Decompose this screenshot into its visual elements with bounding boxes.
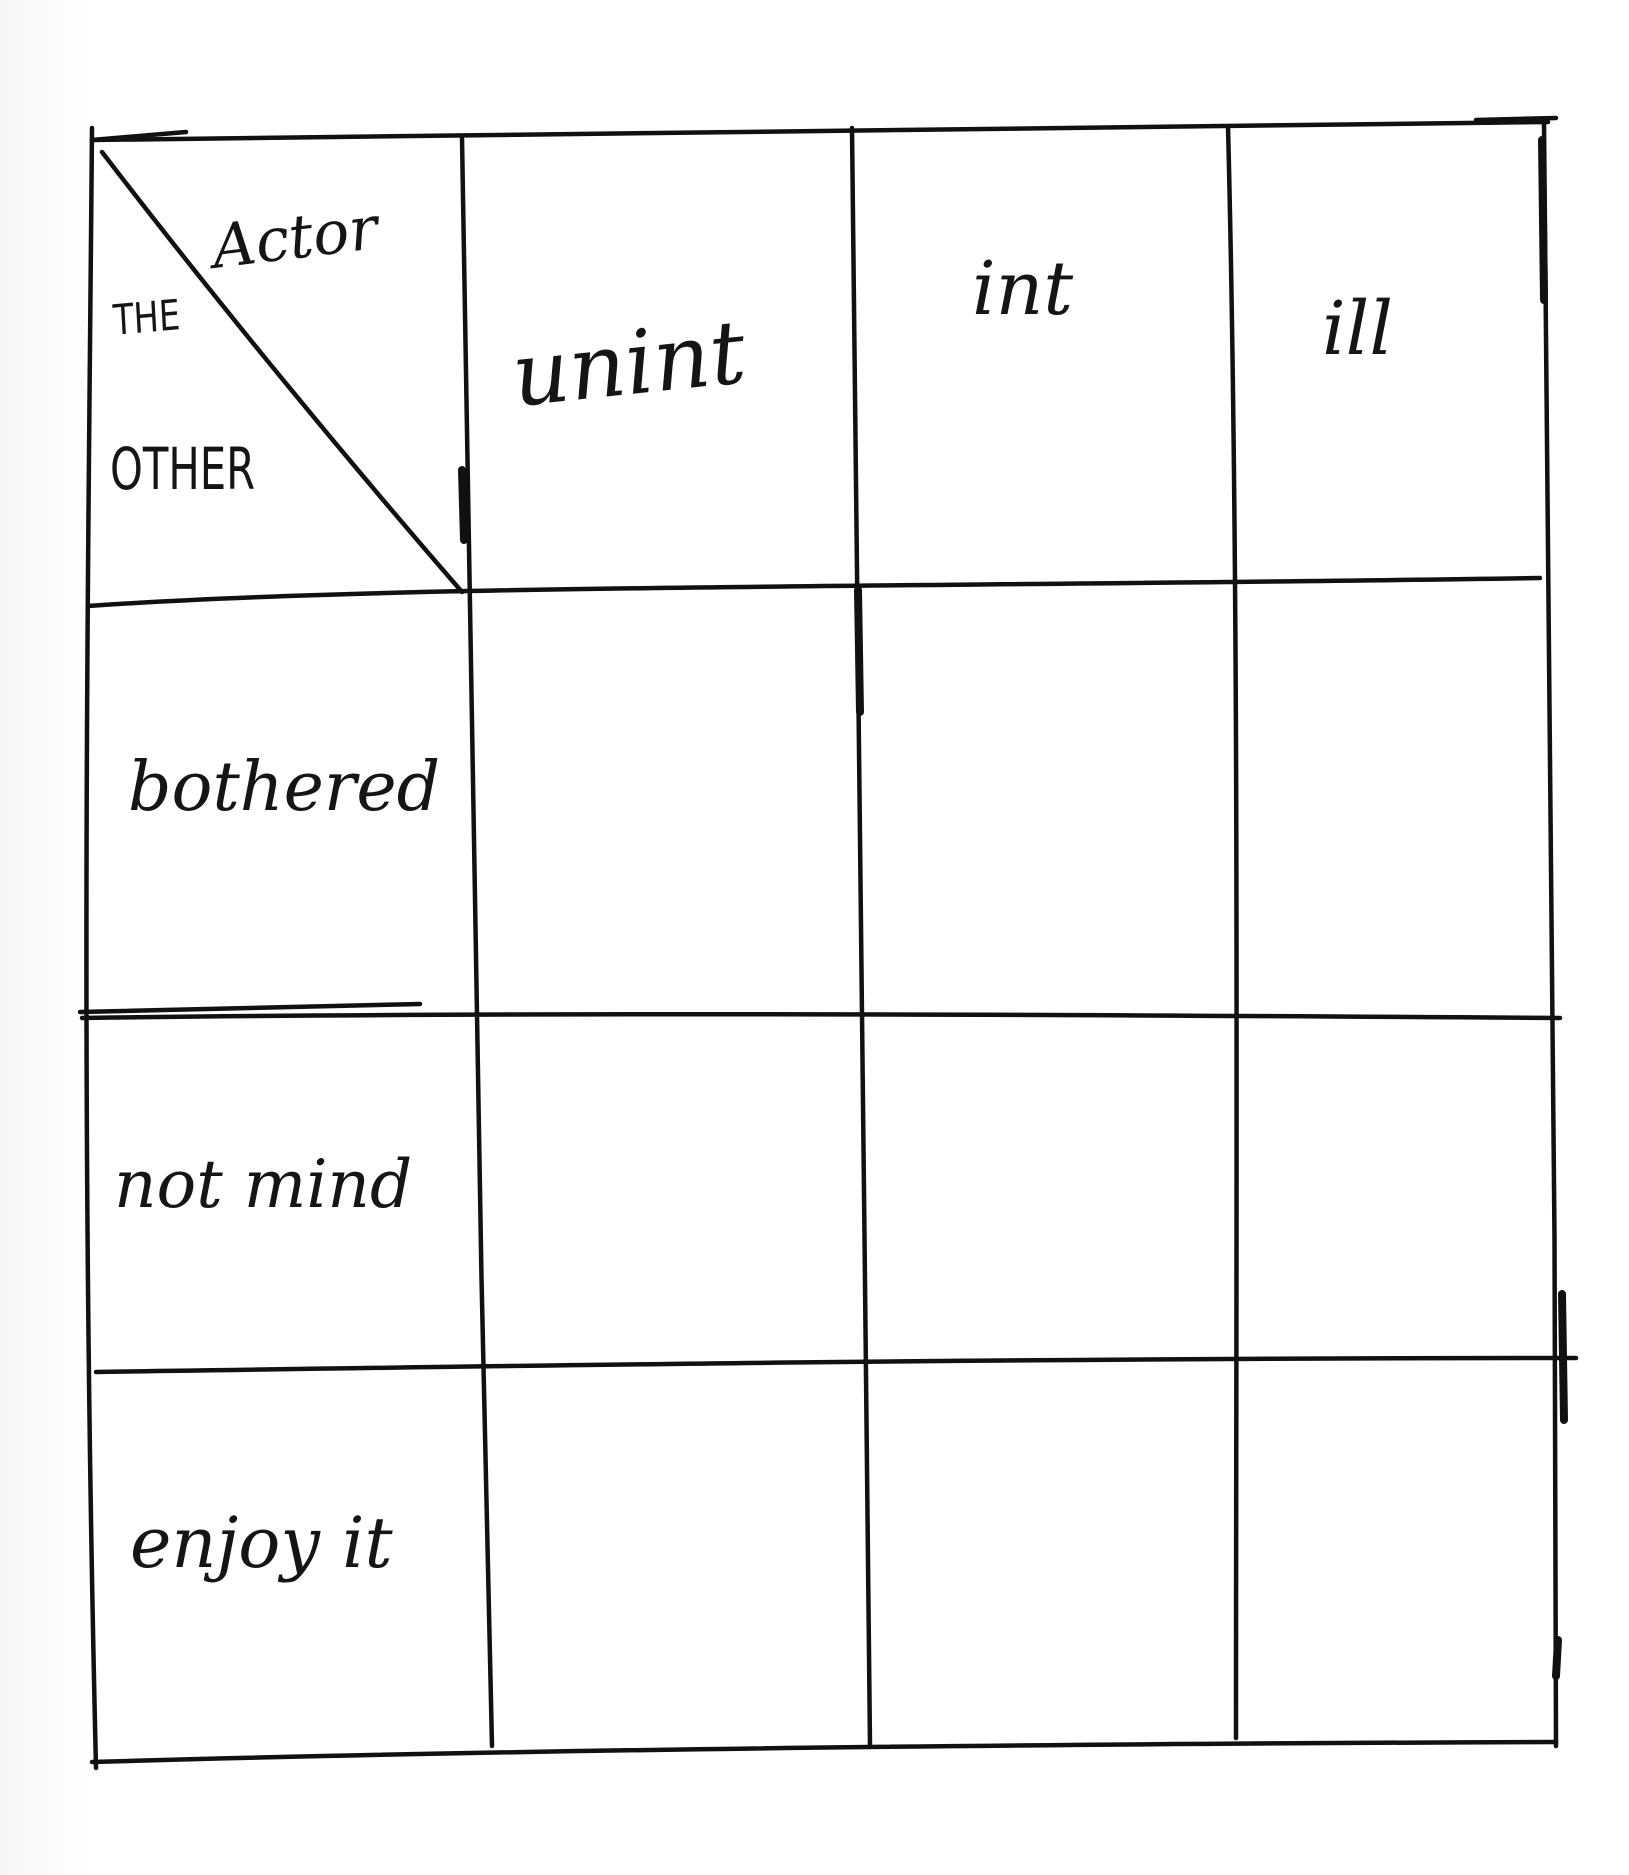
grid-mark-3 xyxy=(1558,1290,1568,1424)
grid-line-row2-bottom xyxy=(93,1355,1579,1375)
corner-label-the: THE xyxy=(111,290,182,345)
grid-stroke-extra-3 xyxy=(1473,115,1559,123)
table-cell xyxy=(490,1370,860,1740)
table-cell xyxy=(870,1020,1230,1360)
grid-line-header-bottom xyxy=(85,575,1543,609)
grid-line-col3 xyxy=(1225,123,1239,1741)
table-cell xyxy=(480,1020,850,1360)
corner-diagonal xyxy=(99,149,465,595)
grid-mark-2 xyxy=(1538,136,1548,304)
table-cell xyxy=(870,600,1230,1010)
grid-line-row1-bottom xyxy=(79,1011,1563,1021)
grid-line-bottom xyxy=(89,1739,1559,1765)
grid-line-left xyxy=(84,125,99,1771)
row-header-bothered: bothered xyxy=(128,748,441,827)
table-cell xyxy=(480,600,850,1010)
grid-stroke-extra-2 xyxy=(89,129,189,143)
grid-mark-1 xyxy=(854,586,864,716)
column-header-ill: ill xyxy=(1322,286,1394,372)
corner-label-other: OTHER xyxy=(110,435,256,503)
table-cell xyxy=(1240,1020,1540,1360)
grid-line-top xyxy=(89,119,1551,143)
grid-line-col2 xyxy=(849,125,873,1749)
row-header-enjoy-it: enjoy it xyxy=(130,1502,393,1584)
grid-stroke-extra-1 xyxy=(77,1001,423,1015)
grid-line-right xyxy=(1541,121,1559,1749)
table-cell xyxy=(1240,1370,1540,1740)
row-header-not-mind: not mind xyxy=(114,1146,413,1223)
grid-line-col1 xyxy=(459,135,495,1749)
grid-mark-4 xyxy=(458,466,468,544)
column-header-unint: unint xyxy=(507,300,751,427)
table-cell xyxy=(1240,600,1540,1010)
grid-mark-5 xyxy=(1552,1636,1562,1680)
table-cell xyxy=(870,1370,1230,1740)
column-header-int: int xyxy=(972,246,1074,332)
